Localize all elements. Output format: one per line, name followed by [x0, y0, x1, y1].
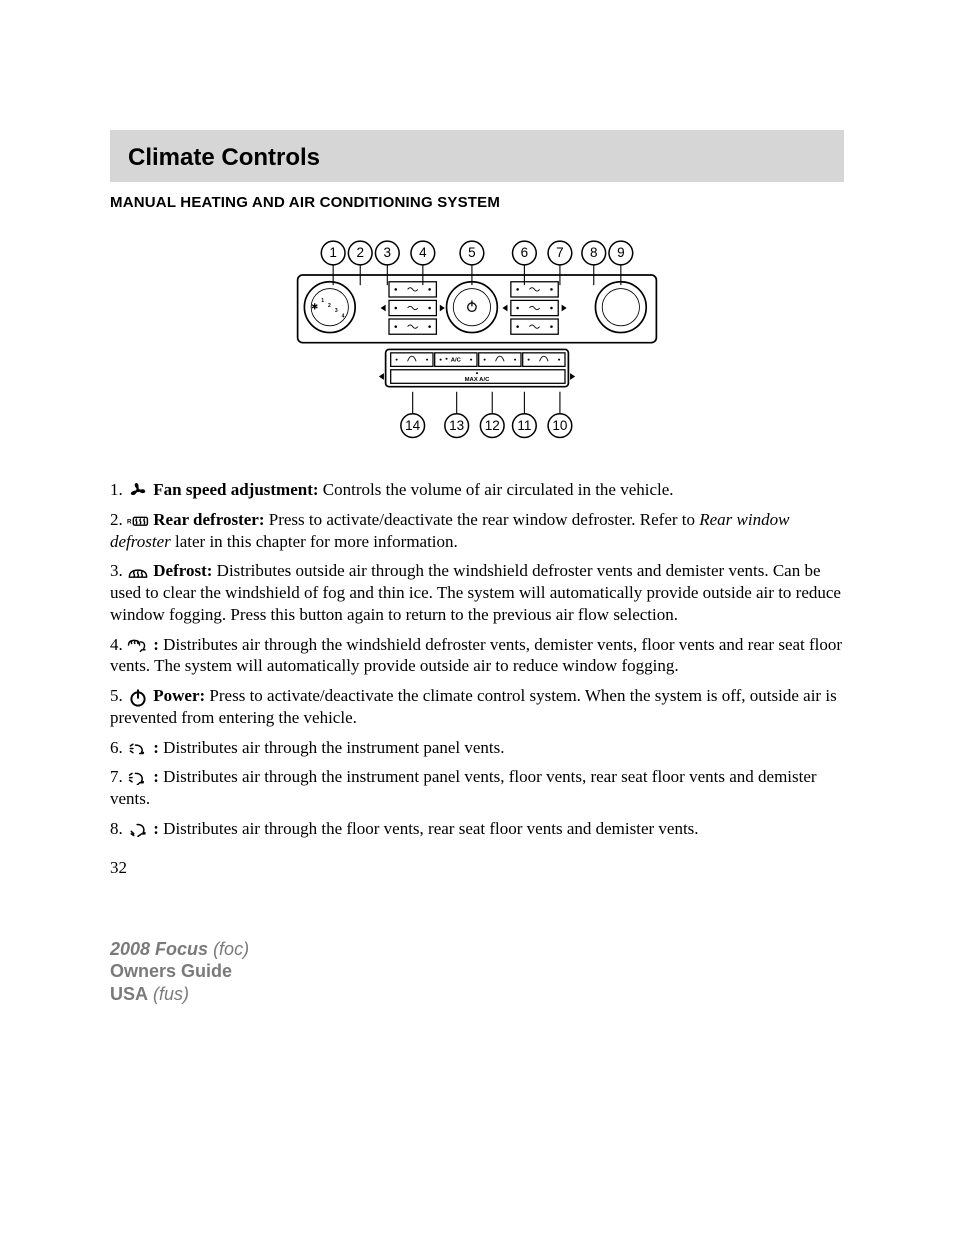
item-label: :	[153, 819, 159, 838]
item-number: 2.	[110, 510, 127, 529]
item-label: Power:	[153, 686, 205, 705]
section-title: MANUAL HEATING AND AIR CONDITIONING SYST…	[110, 194, 844, 211]
item-number: 8.	[110, 819, 127, 838]
description-item: 6. : Distributes air through the instrum…	[110, 737, 844, 759]
svg-text:8: 8	[590, 245, 598, 260]
svg-text:2: 2	[356, 245, 364, 260]
svg-text:13: 13	[449, 418, 464, 433]
footer-line-3: USA (fus)	[110, 983, 844, 1006]
footer-line-1: 2008 Focus (foc)	[110, 938, 844, 961]
svg-text:✱: ✱	[311, 302, 318, 312]
panel-floor-icon	[127, 769, 149, 785]
svg-text:A/C: A/C	[451, 357, 462, 363]
climate-control-diagram: ✱1234A/CMAX A/C1234567891413121110	[110, 221, 844, 461]
fan-icon	[127, 482, 149, 498]
item-label: Fan speed adjustment:	[153, 480, 318, 499]
description-item: 4. : Distributes air through the windshi…	[110, 634, 844, 678]
svg-text:3: 3	[384, 245, 392, 260]
chapter-title: Climate Controls	[128, 144, 826, 172]
description-list: 1. Fan speed adjustment: Controls the vo…	[110, 479, 844, 840]
svg-text:3: 3	[335, 308, 338, 314]
item-number: 1.	[110, 480, 127, 499]
chapter-header: Climate Controls	[110, 130, 844, 182]
power-icon	[127, 688, 149, 704]
item-number: 4.	[110, 635, 127, 654]
panel-icon	[127, 740, 149, 756]
footer-line-2: Owners Guide	[110, 960, 844, 983]
defrost-floor-icon	[127, 637, 149, 653]
item-label: :	[153, 767, 159, 786]
description-item: 2. R Rear defroster: Press to activate/d…	[110, 509, 844, 553]
description-item: 1. Fan speed adjustment: Controls the vo…	[110, 479, 844, 501]
rear-defrost-icon: R	[127, 512, 149, 528]
item-label: :	[153, 635, 159, 654]
svg-text:5: 5	[468, 245, 476, 260]
svg-text:11: 11	[517, 418, 531, 433]
item-label: Defrost:	[153, 561, 212, 580]
floor-icon	[127, 821, 149, 837]
svg-text:6: 6	[521, 245, 529, 260]
svg-text:10: 10	[552, 418, 567, 433]
svg-text:12: 12	[485, 418, 500, 433]
defrost-icon	[127, 563, 149, 579]
description-item: 8. : Distributes air through the floor v…	[110, 818, 844, 840]
svg-text:1: 1	[329, 245, 337, 260]
svg-text:R: R	[127, 519, 132, 526]
page-number: 32	[110, 858, 844, 878]
svg-text:1: 1	[321, 298, 324, 304]
item-number: 3.	[110, 561, 127, 580]
item-number: 5.	[110, 686, 127, 705]
description-item: 3. Defrost: Distributes outside air thro…	[110, 560, 844, 625]
document-footer: 2008 Focus (foc) Owners Guide USA (fus)	[0, 938, 954, 1066]
item-label: Rear defroster:	[153, 510, 264, 529]
svg-text:4: 4	[419, 245, 427, 260]
svg-text:7: 7	[556, 245, 564, 260]
svg-text:9: 9	[617, 245, 625, 260]
svg-text:MAX A/C: MAX A/C	[465, 377, 490, 383]
svg-text:4: 4	[342, 313, 345, 319]
svg-text:14: 14	[405, 418, 421, 433]
item-number: 6.	[110, 738, 127, 757]
description-item: 7. : Distributes air through the instrum…	[110, 766, 844, 810]
item-label: :	[153, 738, 159, 757]
svg-text:2: 2	[328, 303, 331, 309]
description-item: 5. Power: Press to activate/deactivate t…	[110, 685, 844, 729]
item-number: 7.	[110, 767, 127, 786]
